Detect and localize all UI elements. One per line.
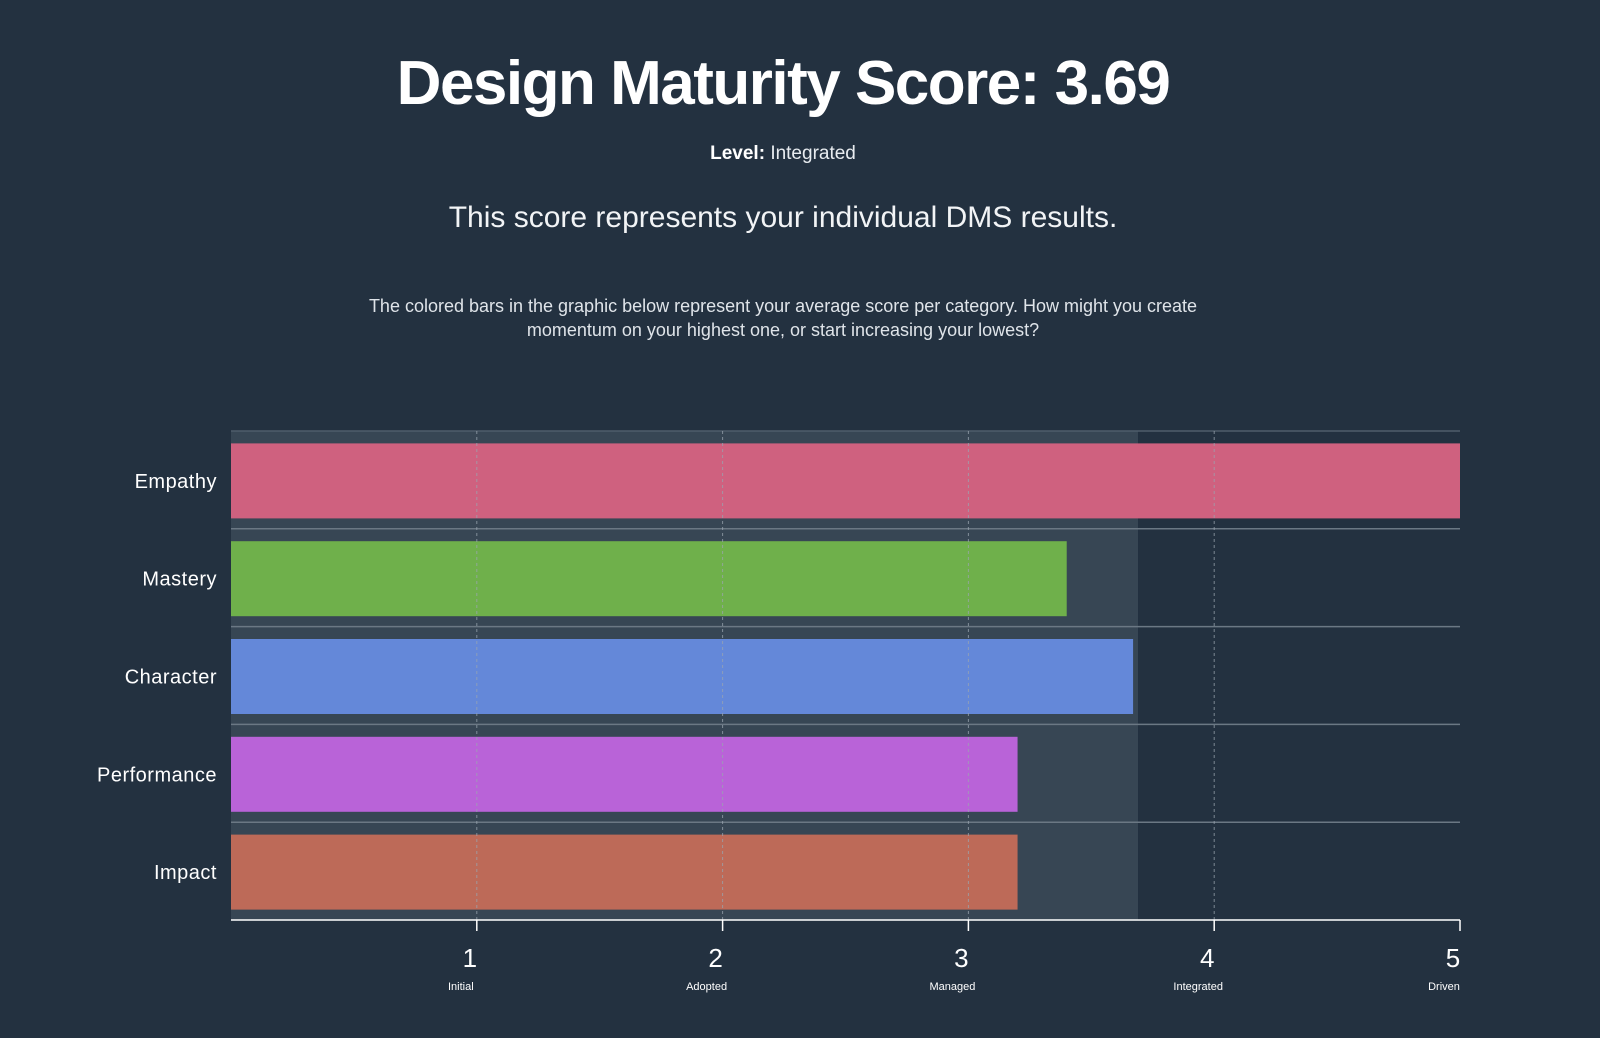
page-title: Design Maturity Score: 3.69 — [396, 49, 1171, 118]
bar-mastery — [231, 541, 1067, 617]
x-tick-sublabel: Integrated — [1173, 981, 1223, 993]
x-tick-sublabel: Adopted — [686, 981, 727, 993]
category-label: Empathy — [135, 471, 217, 493]
x-tick-label: 4 — [1200, 943, 1214, 973]
x-tick-label: 1 — [463, 943, 477, 973]
level-label: Level: — [710, 143, 766, 164]
x-tick-label: 3 — [954, 943, 968, 973]
x-tick-label: 2 — [708, 943, 722, 973]
category-label: Character — [125, 667, 217, 689]
bar-performance — [231, 736, 1018, 812]
category-label: Mastery — [142, 569, 217, 591]
x-tick-label: 5 — [1446, 943, 1460, 973]
level-value: Integrated — [770, 143, 856, 164]
category-label: Performance — [97, 764, 217, 786]
score-subtitle: This score represents your individual DM… — [448, 201, 1118, 234]
x-tick-sublabel: Managed — [929, 981, 975, 993]
x-tick-sublabel: Driven — [1428, 981, 1460, 993]
chart-description: The colored bars in the graphic below re… — [368, 296, 1198, 340]
x-tick-sublabel: Initial — [448, 981, 474, 993]
category-label: Impact — [154, 862, 217, 884]
bar-empathy — [231, 443, 1460, 519]
bar-impact — [231, 834, 1018, 910]
bar-character — [231, 639, 1134, 714]
level-line: Level: Integrated — [0, 142, 1566, 166]
